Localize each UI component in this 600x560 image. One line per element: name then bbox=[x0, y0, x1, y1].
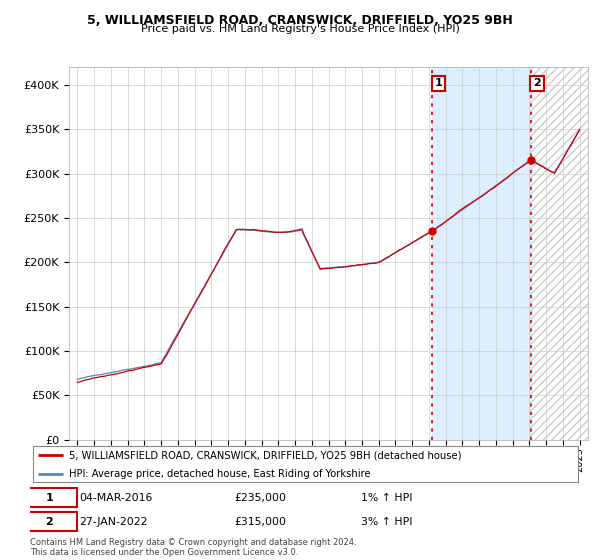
Bar bbox=[432, 67, 530, 440]
Text: 1: 1 bbox=[46, 493, 53, 503]
Text: 2: 2 bbox=[46, 517, 53, 526]
Text: 04-MAR-2016: 04-MAR-2016 bbox=[80, 493, 153, 503]
Text: Contains HM Land Registry data © Crown copyright and database right 2024.
This d: Contains HM Land Registry data © Crown c… bbox=[30, 538, 356, 557]
FancyBboxPatch shape bbox=[22, 488, 77, 507]
FancyBboxPatch shape bbox=[33, 446, 578, 482]
Text: HPI: Average price, detached house, East Riding of Yorkshire: HPI: Average price, detached house, East… bbox=[68, 469, 370, 479]
Bar bbox=[530, 67, 588, 440]
Text: 1: 1 bbox=[434, 78, 442, 88]
Text: Price paid vs. HM Land Registry's House Price Index (HPI): Price paid vs. HM Land Registry's House … bbox=[140, 24, 460, 34]
Text: 1% ↑ HPI: 1% ↑ HPI bbox=[361, 493, 413, 503]
Text: 27-JAN-2022: 27-JAN-2022 bbox=[80, 517, 148, 526]
Text: 2: 2 bbox=[533, 78, 541, 88]
Text: 5, WILLIAMSFIELD ROAD, CRANSWICK, DRIFFIELD, YO25 9BH (detached house): 5, WILLIAMSFIELD ROAD, CRANSWICK, DRIFFI… bbox=[68, 450, 461, 460]
Text: £235,000: £235,000 bbox=[234, 493, 286, 503]
FancyBboxPatch shape bbox=[22, 512, 77, 531]
Text: 5, WILLIAMSFIELD ROAD, CRANSWICK, DRIFFIELD, YO25 9BH: 5, WILLIAMSFIELD ROAD, CRANSWICK, DRIFFI… bbox=[87, 14, 513, 27]
Text: £315,000: £315,000 bbox=[234, 517, 286, 526]
Bar bbox=[530, 67, 588, 440]
Text: 3% ↑ HPI: 3% ↑ HPI bbox=[361, 517, 413, 526]
